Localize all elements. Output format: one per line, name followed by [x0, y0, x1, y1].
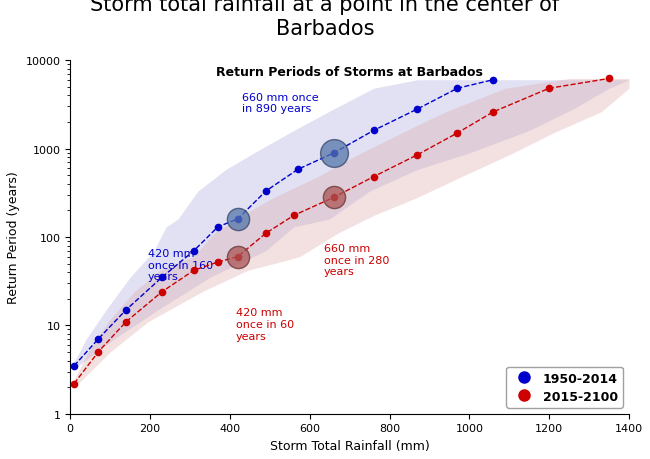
- 2015-2100: [190, 268, 198, 274]
- 2015-2100: [330, 195, 337, 201]
- 1950-2014: [122, 308, 130, 313]
- 1950-2014: [294, 167, 302, 173]
- Y-axis label: Return Period (years): Return Period (years): [7, 171, 20, 304]
- 2015-2100: [454, 131, 462, 136]
- 2015-2100: [158, 289, 166, 295]
- 1950-2014: [413, 107, 421, 112]
- 2015-2100: [413, 153, 421, 158]
- Text: 660 mm
once in 280
years: 660 mm once in 280 years: [324, 244, 389, 277]
- 2015-2100: [94, 349, 102, 355]
- Legend: 1950-2014, 2015-2100: 1950-2014, 2015-2100: [506, 367, 623, 408]
- Text: 660 mm once
in 890 years: 660 mm once in 890 years: [242, 93, 318, 114]
- 1950-2014: [330, 151, 337, 157]
- 2015-2100: [234, 254, 242, 260]
- 1950-2014: [158, 275, 166, 280]
- Text: 420 mm
once in 160
years: 420 mm once in 160 years: [148, 248, 213, 281]
- X-axis label: Storm Total Rainfall (mm): Storm Total Rainfall (mm): [270, 439, 430, 452]
- 2015-2100: [262, 231, 270, 236]
- 1950-2014: [489, 78, 497, 83]
- 2015-2100: [370, 174, 378, 180]
- 2015-2100: [605, 77, 613, 82]
- Line: 1950-2014: 1950-2014: [71, 78, 497, 369]
- 1950-2014: [262, 189, 270, 195]
- 1950-2014: [454, 86, 462, 92]
- 2015-2100: [290, 213, 298, 219]
- 2015-2100: [70, 381, 78, 386]
- 2015-2100: [545, 86, 553, 92]
- 2015-2100: [489, 110, 497, 115]
- 1950-2014: [190, 248, 198, 254]
- 1950-2014: [214, 224, 222, 230]
- 1950-2014: [370, 129, 378, 134]
- 2015-2100: [214, 260, 222, 265]
- Text: Storm total rainfall at a point in the center of
Barbados: Storm total rainfall at a point in the c…: [90, 0, 560, 39]
- 2015-2100: [122, 319, 130, 325]
- Text: 420 mm
once in 60
years: 420 mm once in 60 years: [236, 308, 294, 341]
- 1950-2014: [234, 217, 242, 222]
- 1950-2014: [70, 363, 78, 369]
- Text: Return Periods of Storms at Barbados: Return Periods of Storms at Barbados: [216, 66, 483, 79]
- Line: 2015-2100: 2015-2100: [71, 76, 612, 387]
- 1950-2014: [94, 336, 102, 342]
